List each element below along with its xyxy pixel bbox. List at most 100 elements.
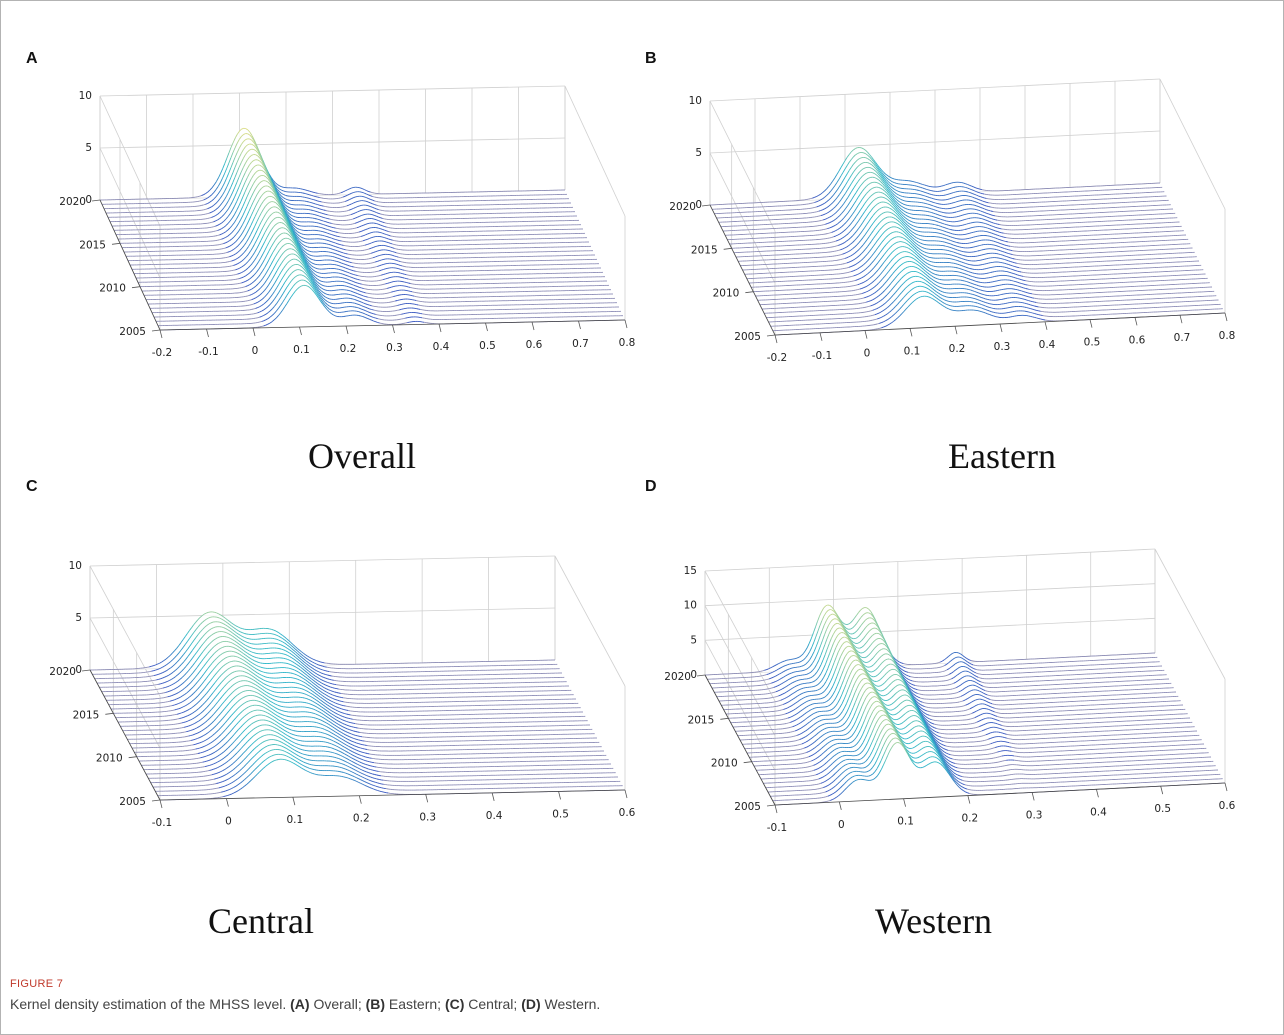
- surface-mesh-segment: [234, 210, 237, 215]
- surface-mesh-segment: [255, 145, 259, 151]
- surface-mesh-segment: [340, 191, 344, 194]
- surface-mesh-segment: [294, 238, 297, 243]
- grid-line-z-side: [99, 95, 161, 227]
- surface-mesh-segment: [233, 258, 236, 261]
- surface-mesh-segment: [294, 229, 298, 232]
- surface-mesh-segment: [306, 262, 310, 267]
- surface-mesh-segment: [284, 210, 288, 214]
- surface-mesh-segment: [249, 154, 252, 158]
- surface-mesh-segment: [260, 270, 263, 275]
- surface-mesh-segment: [374, 211, 377, 213]
- surface-mesh-segment: [290, 222, 294, 226]
- surface-mesh-segment: [282, 202, 286, 206]
- surface-mesh-segment: [359, 191, 363, 193]
- surface-mesh-segment: [368, 247, 372, 250]
- surface-mesh-segment: [276, 189, 280, 192]
- surface-mesh-segment: [277, 186, 280, 190]
- surface-mesh-segment: [371, 231, 374, 234]
- surface-mesh-segment: [354, 232, 357, 234]
- surface-mesh-segment: [317, 204, 320, 206]
- surface-mesh-segment: [296, 239, 300, 244]
- surface-mesh-segment: [272, 182, 276, 187]
- surface-mesh-segment: [219, 228, 222, 231]
- surface-mesh-segment: [382, 221, 385, 224]
- surface-mesh-segment: [273, 224, 276, 228]
- surface-mesh-segment: [351, 197, 354, 200]
- surface-mesh-segment: [316, 218, 320, 221]
- surface-mesh-segment: [349, 198, 352, 201]
- surface-mesh-segment: [252, 207, 256, 213]
- surface-mesh-segment: [294, 231, 298, 235]
- surface-mesh-segment: [335, 235, 338, 237]
- surface-mesh-segment: [310, 209, 314, 211]
- surface-mesh-segment: [232, 177, 236, 183]
- surface-mesh-segment: [221, 191, 225, 196]
- surface-mesh-segment: [390, 242, 393, 245]
- surface-mesh-segment: [279, 204, 283, 210]
- surface-mesh-segment: [283, 223, 287, 227]
- surface-mesh-segment: [312, 206, 316, 208]
- surface-mesh-segment: [378, 269, 382, 272]
- surface-mesh-segment: [229, 244, 233, 247]
- surface-mesh-segment: [381, 236, 385, 238]
- surface-mesh-segment: [375, 250, 378, 253]
- surface-mesh-segment: [303, 237, 306, 240]
- surface-mesh-segment: [209, 194, 213, 197]
- surface-mesh-segment: [251, 267, 255, 271]
- surface-mesh-segment: [315, 199, 318, 202]
- surface-mesh-segment: [365, 233, 368, 236]
- surface-mesh-segment: [362, 234, 366, 237]
- surface-mesh-segment: [294, 236, 298, 242]
- surface-mesh-segment: [283, 200, 286, 203]
- surface-mesh-segment: [353, 201, 356, 204]
- surface-mesh-segment: [298, 242, 302, 246]
- surface-mesh-segment: [330, 244, 334, 247]
- surface-mesh-segment: [323, 209, 326, 211]
- surface-mesh-segment: [308, 263, 312, 266]
- surface-mesh-segment: [253, 145, 257, 149]
- surface-mesh-segment: [247, 149, 250, 153]
- surface-row-fill: [144, 243, 609, 296]
- surface-mesh-segment: [229, 250, 232, 253]
- surface-mesh-segment: [223, 196, 227, 201]
- surface-mesh-segment: [257, 159, 261, 162]
- surface-mesh-segment: [261, 163, 265, 167]
- surface-mesh-segment: [267, 178, 271, 183]
- surface-mesh-segment: [228, 157, 232, 164]
- surface-mesh-segment: [209, 211, 212, 214]
- surface-mesh-segment: [267, 176, 271, 181]
- surface-mesh-segment: [269, 181, 273, 186]
- surface-mesh-segment: [248, 169, 252, 174]
- surface-mesh-segment: [393, 259, 397, 261]
- surface-mesh-segment: [244, 233, 247, 238]
- surface-mesh-segment: [230, 172, 234, 179]
- surface-mesh-segment: [338, 268, 342, 271]
- surface-mesh-segment: [265, 170, 269, 176]
- surface-mesh-segment: [305, 245, 308, 248]
- surface-mesh-segment: [302, 253, 306, 257]
- surface-mesh-segment: [243, 280, 246, 283]
- surface-mesh-segment: [346, 214, 349, 217]
- surface-mesh-segment: [261, 170, 265, 173]
- surface-mesh-segment: [268, 264, 272, 269]
- surface-mesh-segment: [207, 189, 211, 193]
- surface-mesh-segment: [329, 226, 332, 228]
- surface-mesh-segment: [274, 237, 278, 241]
- surface-mesh-segment: [357, 275, 361, 277]
- surface-mesh-segment: [384, 282, 388, 285]
- surface-mesh-segment: [324, 235, 328, 238]
- surface-mesh-segment: [246, 220, 250, 226]
- surface-mesh-segment: [290, 227, 294, 232]
- surface-mesh-segment: [315, 192, 318, 194]
- surface-mesh-segment: [350, 208, 354, 210]
- surface-mesh-segment: [328, 251, 331, 253]
- surface-mesh-segment: [245, 138, 248, 141]
- surface-mesh-segment: [305, 242, 308, 244]
- surface-mesh-segment: [229, 232, 233, 235]
- surface-mesh-segment: [397, 268, 401, 270]
- surface-mesh-segment: [285, 225, 289, 229]
- surface-mesh-segment: [384, 233, 387, 235]
- surface-mesh-segment: [217, 218, 221, 221]
- surface-mesh-segment: [267, 201, 270, 205]
- surface-mesh-segment: [341, 255, 344, 258]
